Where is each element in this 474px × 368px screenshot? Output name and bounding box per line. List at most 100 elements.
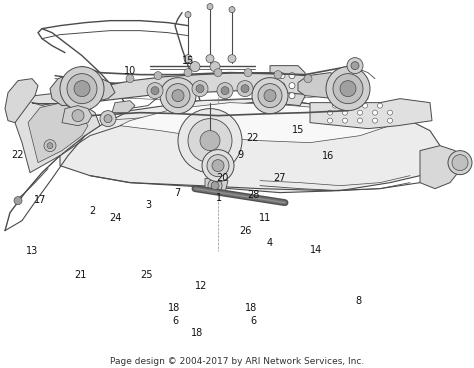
- Circle shape: [178, 109, 242, 173]
- Circle shape: [237, 81, 253, 97]
- Circle shape: [244, 69, 252, 77]
- Circle shape: [192, 81, 208, 97]
- Polygon shape: [60, 99, 440, 192]
- Polygon shape: [112, 100, 135, 113]
- Text: 13: 13: [26, 246, 38, 256]
- Text: 6: 6: [172, 316, 178, 326]
- Circle shape: [190, 61, 200, 72]
- Text: ARI: ARI: [228, 114, 392, 197]
- Circle shape: [184, 54, 192, 63]
- Circle shape: [202, 150, 234, 182]
- Circle shape: [304, 75, 312, 83]
- Circle shape: [60, 67, 104, 111]
- Polygon shape: [420, 146, 460, 189]
- Circle shape: [351, 61, 359, 70]
- Text: 28: 28: [247, 190, 259, 199]
- Circle shape: [363, 103, 367, 108]
- Text: 14: 14: [310, 245, 322, 255]
- Circle shape: [206, 54, 214, 63]
- Circle shape: [357, 110, 363, 115]
- Text: 15: 15: [292, 125, 304, 135]
- Polygon shape: [50, 72, 115, 106]
- Text: 22: 22: [247, 132, 259, 143]
- Circle shape: [172, 90, 184, 102]
- Polygon shape: [310, 99, 432, 129]
- Circle shape: [212, 160, 224, 171]
- Circle shape: [289, 83, 295, 89]
- Text: 21: 21: [74, 270, 86, 280]
- Circle shape: [207, 155, 229, 177]
- Text: 9: 9: [237, 150, 243, 160]
- Circle shape: [47, 143, 53, 149]
- Text: 26: 26: [239, 226, 251, 236]
- Circle shape: [241, 85, 249, 93]
- Circle shape: [388, 118, 392, 123]
- Text: 27: 27: [274, 173, 286, 183]
- Circle shape: [126, 75, 134, 83]
- Text: 24: 24: [109, 213, 121, 223]
- Text: 8: 8: [355, 296, 361, 306]
- Polygon shape: [270, 66, 308, 106]
- Circle shape: [279, 72, 285, 79]
- Circle shape: [67, 74, 97, 104]
- Polygon shape: [205, 177, 228, 192]
- Text: 7: 7: [174, 188, 180, 198]
- Circle shape: [104, 115, 112, 123]
- Text: 18: 18: [168, 302, 180, 313]
- Circle shape: [252, 78, 288, 114]
- Circle shape: [229, 7, 235, 13]
- Text: 16: 16: [322, 151, 334, 161]
- Text: 15: 15: [182, 56, 194, 66]
- Polygon shape: [298, 72, 368, 103]
- Circle shape: [188, 118, 232, 163]
- Circle shape: [279, 83, 285, 89]
- Text: 4: 4: [267, 238, 273, 248]
- Polygon shape: [70, 72, 355, 103]
- Circle shape: [343, 110, 347, 115]
- Circle shape: [160, 78, 196, 114]
- Circle shape: [452, 155, 468, 171]
- Circle shape: [184, 69, 192, 77]
- Circle shape: [196, 85, 204, 93]
- Polygon shape: [5, 79, 38, 123]
- Polygon shape: [120, 103, 390, 143]
- Circle shape: [332, 103, 337, 108]
- Text: 20: 20: [216, 173, 228, 183]
- Polygon shape: [28, 103, 88, 163]
- Circle shape: [14, 197, 22, 205]
- Text: 10: 10: [124, 66, 136, 76]
- Circle shape: [214, 69, 222, 77]
- Text: 18: 18: [245, 302, 257, 313]
- Circle shape: [166, 84, 190, 107]
- Circle shape: [100, 111, 116, 127]
- Circle shape: [377, 103, 383, 108]
- Circle shape: [448, 151, 472, 175]
- Text: 1: 1: [216, 192, 222, 203]
- Circle shape: [373, 118, 377, 123]
- Circle shape: [274, 71, 282, 79]
- Circle shape: [289, 93, 295, 99]
- Text: 12: 12: [195, 281, 207, 291]
- Circle shape: [200, 131, 220, 151]
- Circle shape: [340, 81, 356, 97]
- Circle shape: [373, 110, 377, 115]
- Circle shape: [333, 74, 363, 104]
- Circle shape: [151, 86, 159, 95]
- Circle shape: [207, 4, 213, 10]
- Text: 17: 17: [34, 195, 46, 205]
- Circle shape: [328, 118, 332, 123]
- Circle shape: [347, 58, 363, 74]
- Circle shape: [357, 118, 363, 123]
- Circle shape: [258, 84, 282, 107]
- Text: Page design © 2004-2017 by ARI Network Services, Inc.: Page design © 2004-2017 by ARI Network S…: [110, 357, 364, 366]
- Circle shape: [72, 110, 84, 122]
- Text: 6: 6: [250, 316, 256, 326]
- Circle shape: [289, 72, 295, 79]
- Text: 25: 25: [141, 270, 153, 280]
- Polygon shape: [62, 106, 92, 125]
- Circle shape: [211, 182, 219, 190]
- Circle shape: [154, 72, 162, 79]
- Circle shape: [147, 83, 163, 99]
- Text: 11: 11: [259, 213, 271, 223]
- Circle shape: [326, 67, 370, 111]
